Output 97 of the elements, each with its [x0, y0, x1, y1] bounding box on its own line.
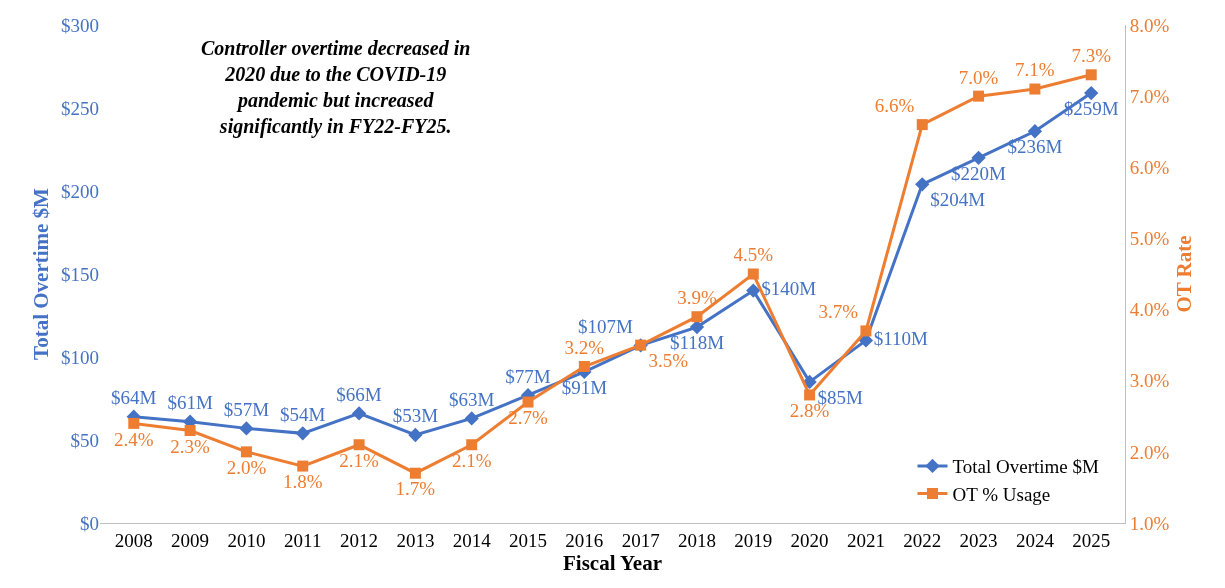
point	[971, 150, 986, 165]
point	[747, 268, 759, 280]
x-tick-label: 2009	[171, 529, 210, 551]
y2-tick-label: 1.0%	[1129, 512, 1170, 534]
data-label: $220M	[951, 162, 1007, 184]
point	[1027, 124, 1043, 139]
y2-tick-label: 7.0%	[1129, 85, 1170, 107]
x-tick-label: 2014	[452, 529, 492, 551]
y2-tick-label: 2.0%	[1129, 441, 1170, 463]
point	[351, 406, 367, 421]
data-label: 1.8%	[282, 471, 323, 493]
point	[464, 411, 479, 426]
data-label: $77M	[505, 365, 551, 387]
data-label: 1.7%	[395, 478, 436, 500]
point	[578, 360, 590, 372]
x-tick-label: 2023	[959, 529, 998, 551]
y-tick-label: $0	[80, 512, 99, 534]
x-tick-label: 2022	[903, 529, 942, 551]
point	[1085, 69, 1097, 81]
point	[240, 446, 252, 458]
y-tick-label: $50	[70, 429, 99, 451]
data-label: $66M	[336, 383, 382, 405]
x-tick-label: 2025	[1072, 529, 1111, 551]
legend-label: OT % Usage	[952, 484, 1051, 505]
x-tick-label: 2019	[734, 529, 773, 551]
data-label: $110M	[873, 328, 929, 350]
point	[408, 427, 423, 443]
data-label: 2.3%	[170, 435, 211, 457]
point	[184, 425, 196, 437]
x-tick-label: 2010	[227, 529, 266, 551]
data-label: $140M	[761, 278, 817, 300]
y-tick-label: $200	[61, 180, 99, 202]
point	[691, 311, 703, 323]
point	[297, 460, 309, 472]
y-tick-label: $150	[61, 263, 99, 285]
data-label: 2.4%	[114, 428, 154, 450]
x-tick-label: 2018	[677, 529, 716, 551]
legend-label: Total Overtime $M	[952, 456, 1100, 478]
point	[1084, 85, 1099, 101]
y-axis-title: Total Overtime $M	[29, 187, 53, 360]
x-axis-title: Fiscal Year	[563, 550, 662, 575]
data-label: 3.2%	[564, 336, 605, 358]
point	[746, 283, 761, 298]
data-label: $107M	[577, 315, 633, 337]
data-label: 3.7%	[818, 301, 859, 323]
point	[1029, 83, 1041, 95]
point	[804, 389, 816, 401]
data-label: $204M	[930, 189, 986, 211]
y2-tick-label: 6.0%	[1129, 156, 1170, 178]
annotation: Controller overtime decreased in 2020 due to the COVID-19 pandemic but increased significantly in FY22-FY25.	[201, 37, 471, 138]
y-tick-label: $250	[61, 97, 99, 119]
data-label: 2.7%	[508, 407, 548, 429]
x-tick-label: 2024	[1015, 529, 1055, 551]
x-tick-label: 2015	[509, 529, 548, 551]
data-label: $91M	[561, 377, 608, 399]
data-label: 6.6%	[874, 94, 915, 116]
point	[353, 439, 365, 451]
data-label: $54M	[280, 403, 326, 425]
data-label: 3.9%	[677, 287, 717, 309]
y2-tick-label: 3.0%	[1129, 370, 1170, 392]
point	[128, 417, 140, 429]
x-tick-label: 2013	[396, 529, 435, 551]
x-tick-label: 2012	[340, 529, 379, 551]
point	[860, 325, 872, 337]
x-tick-label: 2008	[114, 529, 153, 551]
data-label: $63M	[449, 388, 495, 410]
y-tick-label: $100	[61, 346, 99, 368]
point	[295, 426, 310, 441]
point	[239, 421, 254, 436]
x-tick-label: 2017	[621, 529, 660, 551]
x-tick-label: 2016	[565, 529, 604, 551]
y2-tick-label: 4.0%	[1129, 299, 1170, 321]
data-label: 2.1%	[339, 449, 380, 471]
data-label: $53M	[392, 405, 439, 427]
x-tick-label: 2020	[790, 529, 829, 551]
y2-tick-label: 8.0%	[1129, 14, 1170, 36]
data-label: 7.0%	[958, 66, 999, 88]
data-label: 7.3%	[1071, 45, 1112, 67]
data-label: $57M	[223, 398, 270, 420]
point	[409, 467, 421, 479]
y2-axis-title: OT Rate	[1171, 235, 1196, 313]
y2-tick-label: 5.0%	[1129, 228, 1170, 250]
x-tick-label: 2011	[284, 529, 322, 551]
point	[973, 90, 985, 102]
point	[916, 119, 928, 131]
point	[466, 439, 478, 451]
point	[915, 177, 930, 192]
point	[522, 396, 534, 408]
x-tick-label: 2021	[846, 529, 885, 551]
data-label: 2.0%	[226, 456, 267, 478]
data-label: 7.1%	[1015, 59, 1055, 81]
data-label: $61M	[167, 392, 213, 414]
data-label: 4.5%	[733, 244, 774, 266]
data-label: 2.1%	[451, 449, 492, 471]
data-label: $236M	[1007, 136, 1063, 158]
y-tick-label: $300	[61, 14, 99, 36]
data-label: $64M	[111, 387, 157, 409]
